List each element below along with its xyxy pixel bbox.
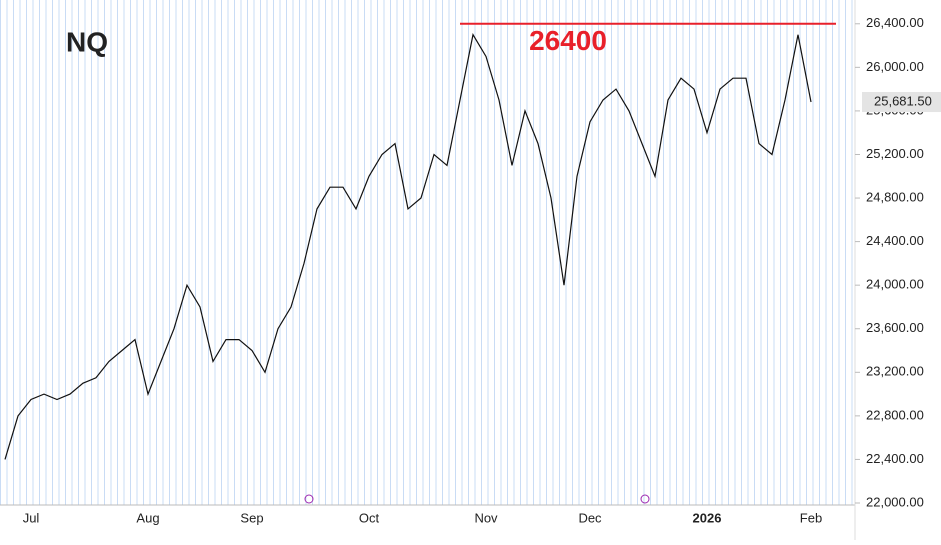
y-tick-label: 22,400.00 <box>866 451 924 466</box>
x-tick-label: Dec <box>578 510 602 525</box>
y-tick-label: 24,000.00 <box>866 277 924 292</box>
y-tick-label: 23,200.00 <box>866 364 924 379</box>
y-tick-label: 23,600.00 <box>866 320 924 335</box>
chart-title: NQ <box>66 26 108 57</box>
event-icon <box>304 494 314 504</box>
price-line <box>4 33 812 460</box>
x-tick-label: Feb <box>800 510 822 525</box>
y-tick-label: 26,000.00 <box>866 59 924 74</box>
y-tick-label: 22,000.00 <box>866 494 924 509</box>
x-tick-label: Jul <box>23 510 40 525</box>
x-tick-label: Oct <box>359 510 380 525</box>
plot-background <box>0 0 855 505</box>
y-tick-label: 26,400.00 <box>866 15 924 30</box>
y-tick-label: 24,400.00 <box>866 233 924 248</box>
last-price-badge <box>862 92 941 113</box>
x-tick-label: 2026 <box>693 510 722 525</box>
x-tick-label: Aug <box>136 510 159 525</box>
resistance-label: 26400 <box>529 25 607 56</box>
last-price-label: 25,681.50 <box>874 93 932 108</box>
y-tick-label: 24,800.00 <box>866 189 924 204</box>
x-tick-label: Sep <box>240 510 263 525</box>
y-tick-label: 22,800.00 <box>866 407 924 422</box>
y-tick-label: 25,200.00 <box>866 146 924 161</box>
x-tick-label: Nov <box>474 510 498 525</box>
event-icon <box>640 494 650 504</box>
